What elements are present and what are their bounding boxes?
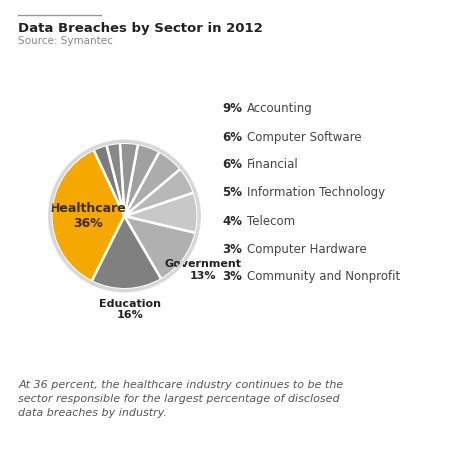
Text: 9%: 9%: [222, 103, 242, 115]
Wedge shape: [92, 216, 161, 289]
Text: 6%: 6%: [222, 158, 242, 171]
Text: 3%: 3%: [222, 270, 242, 283]
Text: Government
13%: Government 13%: [165, 259, 242, 281]
Text: Source: Symantec: Source: Symantec: [18, 36, 113, 46]
Text: Accounting: Accounting: [247, 103, 313, 115]
Text: Computer Hardware: Computer Hardware: [247, 243, 366, 256]
Wedge shape: [106, 143, 124, 216]
Wedge shape: [94, 145, 124, 216]
Text: 3%: 3%: [222, 243, 242, 256]
Text: Telecom: Telecom: [247, 215, 295, 228]
Wedge shape: [51, 150, 124, 281]
Text: 6%: 6%: [222, 131, 242, 144]
Wedge shape: [124, 216, 196, 279]
Text: Computer Software: Computer Software: [247, 131, 361, 144]
Text: Information Technology: Information Technology: [247, 186, 385, 199]
Text: Data Breaches by Sector in 2012: Data Breaches by Sector in 2012: [18, 22, 263, 35]
Wedge shape: [120, 143, 138, 216]
Wedge shape: [124, 152, 180, 216]
Text: Financial: Financial: [247, 158, 298, 171]
Text: Education
16%: Education 16%: [99, 299, 161, 320]
Text: 5%: 5%: [222, 186, 242, 199]
Wedge shape: [124, 169, 194, 216]
Text: At 36 percent, the healthcare industry continues to be the
sector responsible fo: At 36 percent, the healthcare industry c…: [18, 380, 344, 418]
Text: Healthcare
36%: Healthcare 36%: [49, 202, 126, 230]
Text: 4%: 4%: [222, 215, 242, 228]
Text: Community and Nonprofit: Community and Nonprofit: [247, 270, 400, 283]
Wedge shape: [124, 193, 198, 233]
Wedge shape: [124, 144, 160, 216]
